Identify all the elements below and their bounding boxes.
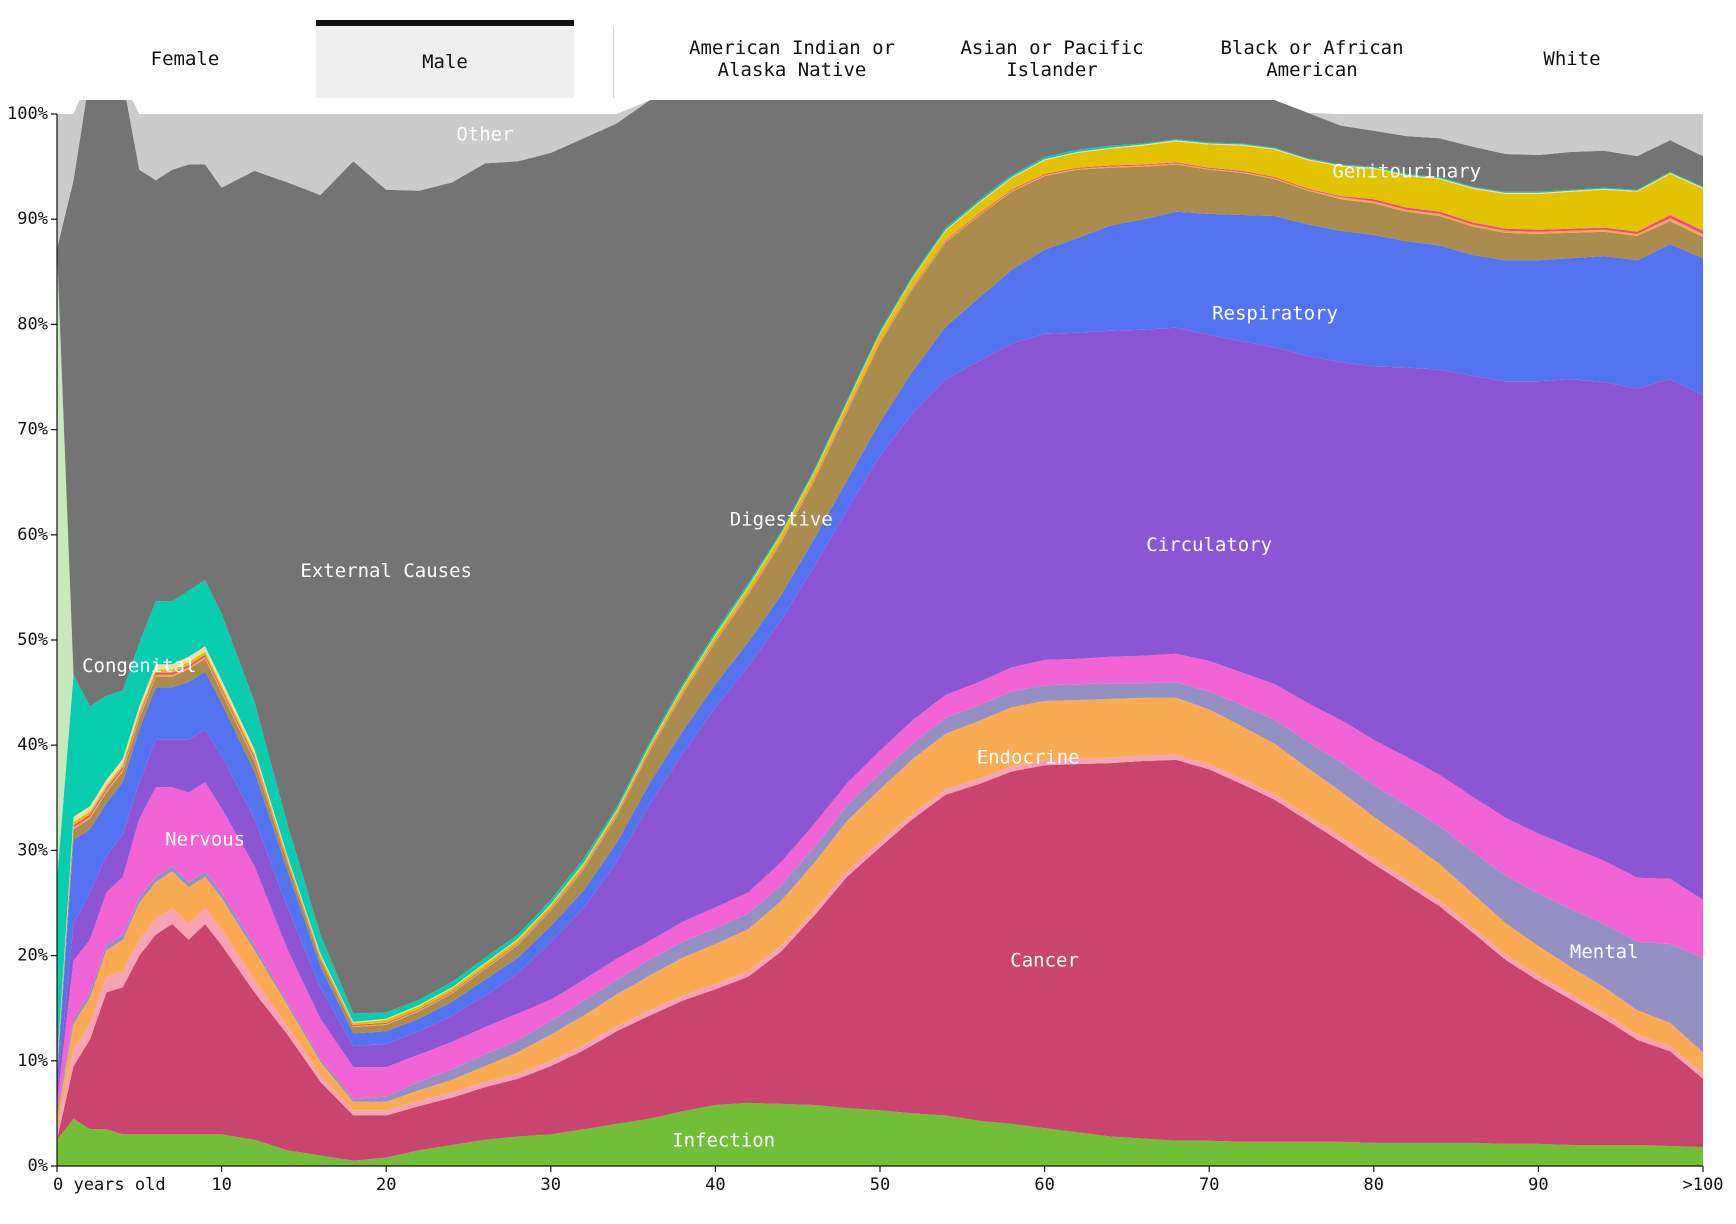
x-tick-label: 0 years old <box>53 1175 166 1195</box>
series-label-infection: Infection <box>672 1129 775 1151</box>
x-tick-label: >100 <box>1683 1175 1724 1195</box>
x-tick-label: 80 <box>1364 1175 1384 1195</box>
x-tick-label: 60 <box>1034 1175 1054 1195</box>
series-label-external-causes: External Causes <box>300 560 472 582</box>
y-tick-label: 30% <box>17 840 48 860</box>
area-infection <box>57 1102 1703 1166</box>
y-tick-label: 20% <box>17 946 48 966</box>
x-tick-label: 50 <box>870 1175 890 1195</box>
y-tick-label: 10% <box>17 1051 48 1071</box>
filter-tabs: Female Male American Indian or Alaska Na… <box>0 0 1736 110</box>
x-axis: 0 years old 10 20 30 40 50 60 70 80 90 >100 <box>53 1165 1724 1195</box>
tab-male[interactable]: Male <box>316 20 574 98</box>
series-label-congenital: Congenital <box>82 655 196 677</box>
tab-female[interactable]: Female <box>150 48 220 70</box>
series-areas <box>57 100 1703 1166</box>
area-digestive <box>57 164 1703 1077</box>
y-tick-label: 70% <box>17 420 48 440</box>
stacked-area-chart: Infection Cancer Endocrine Mental Nervous Cir… <box>7 100 1724 1195</box>
tab-divider <box>613 26 614 98</box>
x-tick-label: 40 <box>705 1175 725 1195</box>
tab-black-african-american[interactable]: Black or African American <box>1220 37 1404 81</box>
series-label-respiratory: Respiratory <box>1212 302 1338 324</box>
tab-white[interactable]: White <box>1543 48 1601 70</box>
y-tick-label: 50% <box>17 630 48 650</box>
series-label-endocrine: Endocrine <box>977 746 1080 768</box>
area-cancer <box>57 759 1703 1161</box>
area-circulatory <box>57 327 1703 1103</box>
tab-american-indian-alaska-native[interactable]: American Indian or Alaska Native <box>689 37 895 81</box>
series-label-mental: Mental <box>1570 941 1639 963</box>
y-axis: 0% 10% 20% 30% 40% 50% 60% 70% 80% 90% 100% <box>7 104 58 1176</box>
x-tick-label: 10 <box>211 1175 231 1195</box>
tab-asian-pacific-islander[interactable]: Asian or Pacific Islander <box>960 37 1144 81</box>
series-label-nervous: Nervous <box>165 828 245 850</box>
y-tick-label: 100% <box>7 104 48 124</box>
x-tick-label: 30 <box>541 1175 561 1195</box>
area-external-causes <box>57 100 1703 1014</box>
area-other <box>57 100 1703 249</box>
series-label-cancer: Cancer <box>1010 949 1079 971</box>
series-labels: Infection Cancer Endocrine Mental Nervous Cir… <box>82 124 1638 1152</box>
area-respiratory <box>57 211 1703 1093</box>
series-label-other: Other <box>456 124 513 146</box>
series-label-digestive: Digestive <box>730 509 833 531</box>
y-tick-label: 0% <box>28 1156 48 1176</box>
y-tick-label: 80% <box>17 314 48 334</box>
series-label-circulatory: Circulatory <box>1146 534 1272 556</box>
x-tick-label: 70 <box>1199 1175 1219 1195</box>
series-label-genitourinary: Genitourinary <box>1332 160 1481 182</box>
y-tick-label: 40% <box>17 735 48 755</box>
y-tick-label: 60% <box>17 525 48 545</box>
x-tick-label: 20 <box>376 1175 396 1195</box>
x-tick-label: 90 <box>1528 1175 1548 1195</box>
y-tick-label: 90% <box>17 209 48 229</box>
